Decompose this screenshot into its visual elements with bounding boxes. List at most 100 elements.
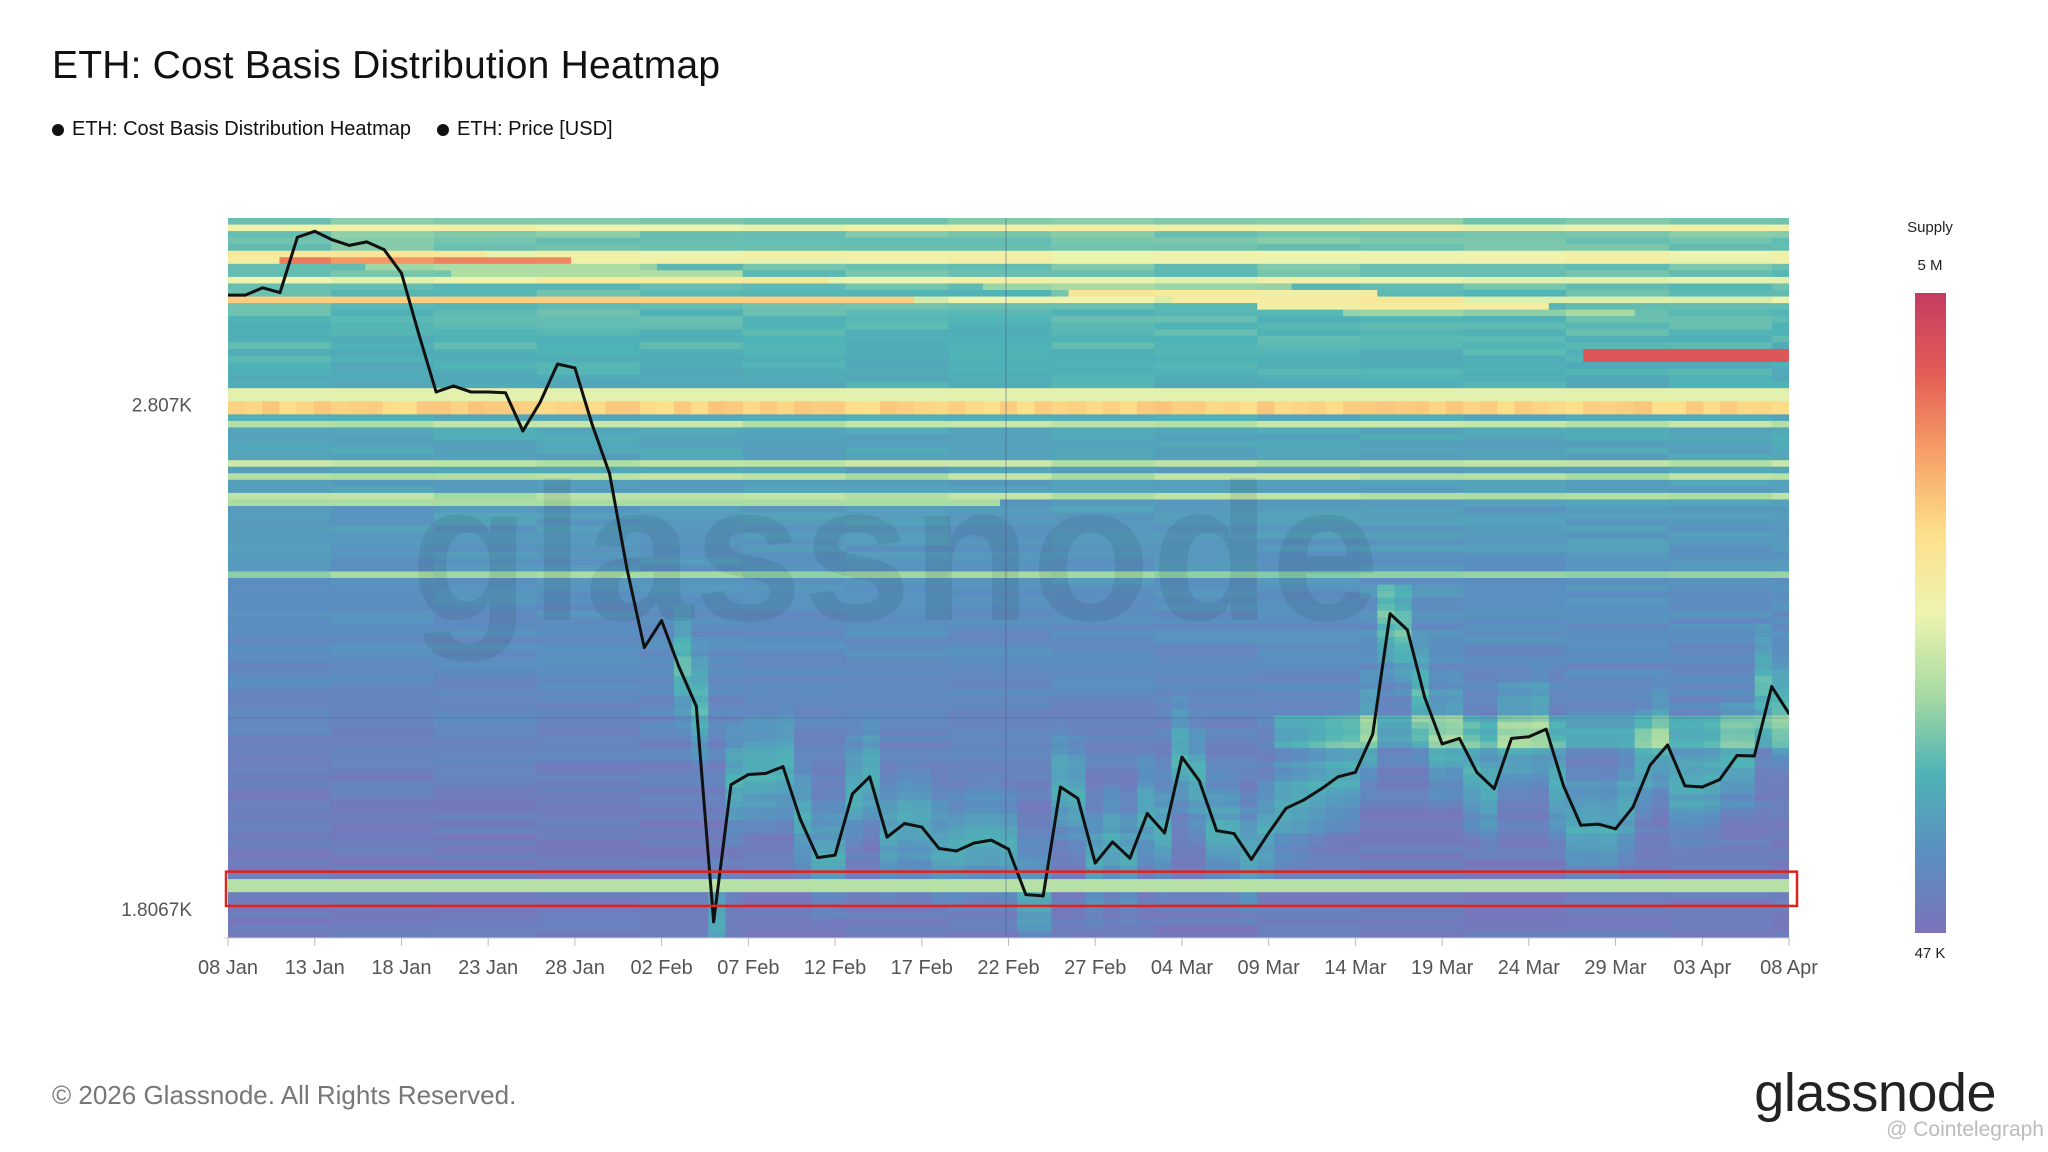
legend-item-heatmap[interactable]: ETH: Cost Basis Distribution Heatmap <box>52 118 411 141</box>
heatmap-cell <box>1463 787 1481 795</box>
heatmap-cell <box>742 866 795 874</box>
heatmap-cell <box>433 722 538 730</box>
heatmap-cell <box>1291 872 1361 880</box>
heatmap-cell <box>1463 748 1481 756</box>
heatmap-cell <box>1051 715 1155 723</box>
heatmap-cell <box>879 722 950 730</box>
heatmap-cell <box>639 767 692 775</box>
x-tick-label: 08 Apr <box>1760 957 1818 979</box>
heatmap-cell <box>759 787 778 795</box>
heatmap-cell <box>330 538 435 546</box>
heatmap-cell <box>639 728 675 736</box>
heatmap-cell <box>1668 276 1773 285</box>
heatmap-cell <box>948 479 1052 487</box>
heatmap-cell <box>433 460 538 468</box>
heatmap-cell <box>794 722 864 730</box>
heatmap-cell <box>1771 401 1789 409</box>
heatmap-cell <box>1668 479 1773 487</box>
heatmap-cell <box>1428 669 1447 677</box>
heatmap-cell <box>1051 931 1155 938</box>
heatmap-cell <box>965 794 984 802</box>
heatmap-cell <box>879 780 898 789</box>
heatmap-cell <box>1668 826 1687 834</box>
heatmap-cell <box>948 623 1052 631</box>
heatmap-cell <box>1668 597 1773 605</box>
heatmap-cell <box>1154 722 1173 730</box>
heatmap-cell <box>1085 754 1138 762</box>
heatmap-cell <box>433 368 538 376</box>
heatmap-cell <box>1188 833 1207 841</box>
heatmap-cell <box>982 780 1001 789</box>
heatmap-cell <box>1154 532 1258 540</box>
heatmap-cell <box>725 911 744 919</box>
heatmap-cell <box>742 309 847 317</box>
heatmap-cell <box>1205 807 1224 815</box>
heatmap-cell <box>228 506 332 514</box>
heatmap-cell <box>1771 715 1789 723</box>
heatmap-cell <box>433 355 641 363</box>
heatmap-cell <box>433 643 538 651</box>
heatmap-cell <box>433 866 538 874</box>
heatmap-cell <box>228 650 332 658</box>
heatmap-cell <box>794 767 812 775</box>
heatmap-cell <box>1222 820 1241 828</box>
heatmap-cell <box>1154 656 1258 664</box>
heatmap-cell <box>330 224 435 232</box>
heatmap-cell <box>1463 689 1498 697</box>
heatmap-cell <box>1205 735 1258 743</box>
heatmap-cell <box>1171 846 1207 854</box>
heatmap-cell <box>382 401 401 409</box>
heatmap-cell <box>313 407 332 415</box>
heatmap-cell <box>1566 722 1636 730</box>
heatmap-cell <box>1668 794 1687 802</box>
heatmap-cell <box>1548 839 1567 847</box>
heatmap-cell <box>742 538 847 546</box>
glassnode-logo[interactable]: glassnode <box>1754 1063 1996 1123</box>
legend-item-price[interactable]: ETH: Price [USD] <box>437 118 613 141</box>
heatmap-cell <box>1051 852 1070 861</box>
heatmap-cell <box>811 813 829 821</box>
price-point <box>1787 712 1789 715</box>
heatmap-cell <box>1205 754 1258 762</box>
heatmap-cell <box>1154 218 1258 226</box>
heatmap-cell <box>1754 754 1773 762</box>
heatmap-cell <box>1566 564 1670 573</box>
heatmap-cell <box>1583 846 1601 854</box>
heatmap-cell <box>1120 892 1138 900</box>
heatmap-cell <box>1154 636 1258 645</box>
heatmap-cell <box>1720 826 1773 834</box>
heatmap-cell <box>1274 741 1293 749</box>
heatmap-cell <box>1188 767 1207 775</box>
price-point <box>1319 787 1323 791</box>
heatmap-cell <box>1651 715 1670 723</box>
heatmap-cell <box>1137 748 1155 756</box>
heatmap-cell <box>1120 813 1138 821</box>
heatmap-cell <box>1240 911 1258 919</box>
heatmap-cell <box>948 630 1052 638</box>
heatmap-cell <box>1771 794 1789 802</box>
heatmap-cell <box>742 872 795 880</box>
heatmap-cell <box>742 401 761 409</box>
heatmap-cell <box>639 708 675 717</box>
heatmap-cell <box>330 826 435 834</box>
heatmap-cell <box>1600 780 1619 789</box>
heatmap-cell <box>1034 911 1052 919</box>
heatmap-cell <box>1308 833 1327 841</box>
heatmap-cell <box>948 257 1052 265</box>
price-point <box>816 856 820 859</box>
heatmap-cell <box>1771 839 1789 847</box>
heatmap-cell <box>330 381 435 389</box>
heatmap-cell <box>1480 735 1498 743</box>
heatmap-cell <box>1291 866 1361 874</box>
heatmap-cell <box>1154 813 1173 821</box>
heatmap-cell <box>433 492 538 501</box>
heatmap-cell <box>1463 676 1498 684</box>
heatmap-cell <box>742 643 847 651</box>
heatmap-cell <box>845 905 932 913</box>
heatmap-cell <box>1668 486 1773 494</box>
heatmap-cell <box>1411 630 1430 638</box>
heatmap-cell <box>1343 787 1361 795</box>
heatmap-cell <box>1514 767 1533 775</box>
heatmap-cell <box>330 892 435 900</box>
